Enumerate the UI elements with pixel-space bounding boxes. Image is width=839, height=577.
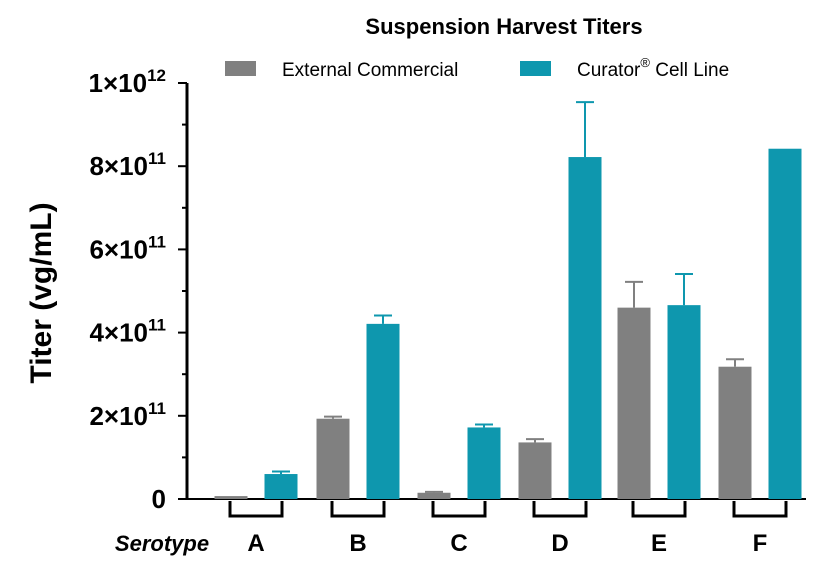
bar-series-2-F bbox=[768, 148, 802, 499]
legend: External Commercial Curator® Cell Line bbox=[225, 55, 729, 81]
category-label: D bbox=[551, 530, 568, 557]
legend-label-curator-registered: ® bbox=[640, 55, 650, 70]
bar-series-1-B bbox=[316, 418, 350, 499]
y-tick-label: 8×1011 bbox=[89, 149, 166, 181]
chart-title: Suspension Harvest Titers bbox=[365, 14, 642, 39]
legend-label-curator-suffix: Cell Line bbox=[650, 60, 729, 81]
category-bracket bbox=[532, 501, 588, 518]
bar-series-2-C bbox=[467, 427, 501, 499]
category-label: C bbox=[450, 530, 467, 557]
bar-series-2-B bbox=[366, 323, 400, 499]
y-axis-ticks: 0 2×1011 4×1011 6×1011 8×1011 1×1012 bbox=[89, 66, 187, 514]
bar-series-1-C bbox=[417, 492, 451, 499]
category-axis-label: Serotype bbox=[115, 531, 209, 556]
bar-series-1-F bbox=[718, 366, 752, 499]
category-bracket bbox=[431, 501, 487, 518]
bar-series-1-E bbox=[617, 307, 651, 499]
category-label: B bbox=[349, 530, 366, 557]
bar-series-1-D bbox=[518, 442, 552, 499]
y-axis-label: Titer (vg/mL) bbox=[25, 202, 58, 383]
legend-swatch-curator bbox=[520, 61, 551, 76]
legend-label-curator: Curator® Cell Line bbox=[577, 55, 729, 81]
category-bracket bbox=[228, 501, 284, 518]
category-bracket bbox=[330, 501, 386, 518]
legend-label-external: External Commercial bbox=[282, 60, 458, 81]
category-brackets: A B C D E F bbox=[228, 501, 788, 557]
category-label: A bbox=[247, 530, 264, 557]
y-tick-label: 1×1012 bbox=[89, 66, 167, 98]
y-tick-label: 0 bbox=[152, 484, 166, 514]
y-tick-label: 2×1011 bbox=[89, 399, 166, 431]
y-tick-label: 6×1011 bbox=[89, 232, 166, 264]
category-bracket bbox=[631, 501, 687, 518]
category-label: F bbox=[753, 530, 768, 557]
bars bbox=[214, 101, 802, 499]
category-label: E bbox=[651, 530, 667, 557]
bar-series-2-E bbox=[667, 305, 701, 499]
legend-label-curator-name: Curator bbox=[577, 60, 641, 81]
bar-series-1-A bbox=[214, 496, 248, 499]
category-bracket bbox=[732, 501, 788, 518]
bar-series-2-A bbox=[264, 474, 298, 499]
legend-swatch-external bbox=[225, 61, 256, 76]
bar-series-2-D bbox=[568, 157, 602, 499]
y-tick-label: 4×1011 bbox=[89, 316, 166, 348]
